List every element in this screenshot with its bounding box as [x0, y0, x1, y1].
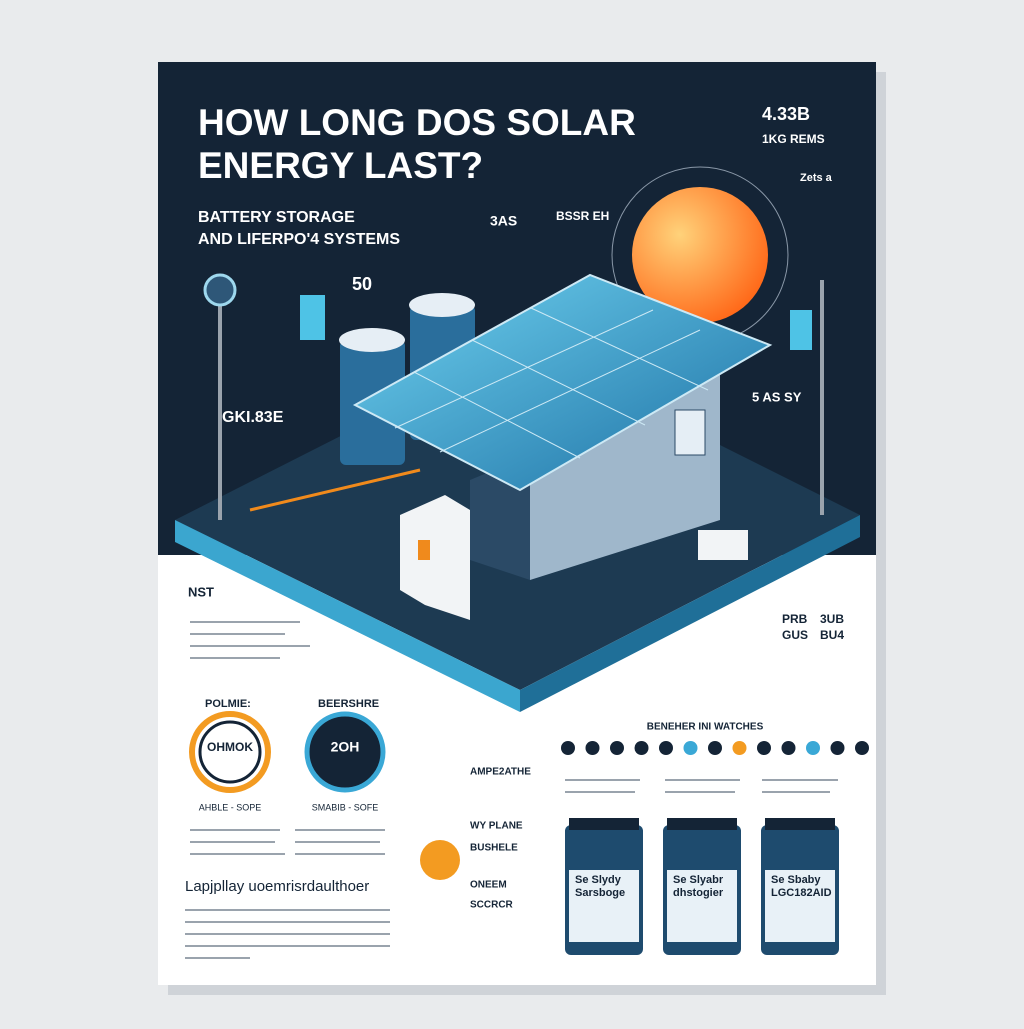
box [698, 530, 748, 560]
dot [830, 741, 845, 755]
battery-text: Se Sbaby [771, 874, 821, 886]
meter [203, 273, 237, 307]
list-heading: SCCRCR [470, 900, 514, 911]
title: HOW LONG DOS SOLAR [198, 102, 636, 143]
panel-grid [394, 307, 709, 459]
callout: Zets a [800, 172, 833, 184]
callout: 1KG REMS [762, 132, 825, 146]
dot [855, 741, 869, 755]
footer-heading: Lapjpllay uoemrisrdaulthoer [185, 878, 369, 895]
inverter [400, 495, 470, 620]
title: ENERGY LAST? [198, 145, 483, 186]
illustration [175, 166, 860, 712]
battery-cap [569, 818, 639, 830]
battery-label [667, 870, 737, 942]
gauge-value: 2OH [331, 739, 360, 755]
dot-row [561, 741, 869, 755]
solar-roof [352, 273, 773, 492]
gauge [189, 711, 271, 793]
sun [632, 187, 768, 323]
platform-edge [175, 520, 520, 712]
wire [249, 468, 421, 512]
battery-label [765, 870, 835, 942]
inverter-light [418, 540, 430, 560]
stat: PRB [782, 612, 808, 626]
pole [820, 280, 824, 515]
badge [420, 840, 460, 880]
callout: 3AS [490, 213, 517, 229]
gauge [198, 720, 262, 784]
stat: GUS [782, 628, 808, 642]
battery-label [569, 870, 639, 942]
dot [634, 741, 649, 755]
dot [585, 741, 600, 755]
gauge-caption: AHBLE - SOPE [199, 802, 262, 812]
stat: BU4 [820, 628, 844, 642]
callout: 50 [352, 274, 372, 294]
body-text-lines [185, 621, 838, 959]
panel-sign [790, 310, 812, 350]
callout: GKI.83E [222, 409, 284, 426]
list-heading: ONEEM [470, 880, 507, 891]
list-heading: BUSHELE [470, 843, 518, 854]
dot [732, 741, 747, 755]
gauge-caption: SMABIB - SOFE [312, 802, 379, 812]
window [674, 409, 706, 456]
comparison-title: BENEHER INI WATCHES [647, 722, 764, 733]
battery-text: Sarsboge [575, 887, 625, 899]
list-heading: WY PLANE [470, 821, 523, 832]
subtitle: AND LIFERPO'4 SYSTEMS [198, 231, 400, 248]
stat: 3UB [820, 612, 844, 626]
battery-cap [667, 818, 737, 830]
dot [708, 741, 722, 755]
dot [683, 741, 698, 755]
subtitle: BATTERY STORAGE [198, 209, 355, 226]
callout: BSSR EH [556, 209, 609, 223]
dot [659, 741, 673, 755]
battery-text: Se Slyabr [673, 874, 724, 886]
battery-text: dhstogier [673, 887, 724, 899]
gauge-value: OHMOK [207, 740, 253, 754]
list-heading: AMPE2ATHE [470, 767, 531, 778]
platform-edge [520, 515, 860, 712]
house-wall [530, 375, 720, 580]
gauge-label: POLMIE: [205, 698, 251, 710]
panel-heading: NST [188, 584, 214, 599]
gauge-label: BEERSHRE [318, 698, 379, 710]
panel-sign [300, 295, 325, 340]
dot [806, 741, 820, 755]
callout: 5 AS SY [752, 389, 802, 404]
dot [610, 741, 624, 755]
battery-cap [765, 818, 835, 830]
dot [781, 741, 796, 755]
battery-text: LGC182AID [771, 887, 832, 899]
battery-text: Se Slydy [575, 874, 622, 886]
dot [757, 741, 771, 755]
gauge [304, 711, 386, 793]
dot [561, 741, 575, 755]
battery-top [339, 328, 405, 352]
pole [218, 300, 222, 520]
battery-top [409, 293, 475, 317]
callout: 4.33B [762, 104, 810, 124]
